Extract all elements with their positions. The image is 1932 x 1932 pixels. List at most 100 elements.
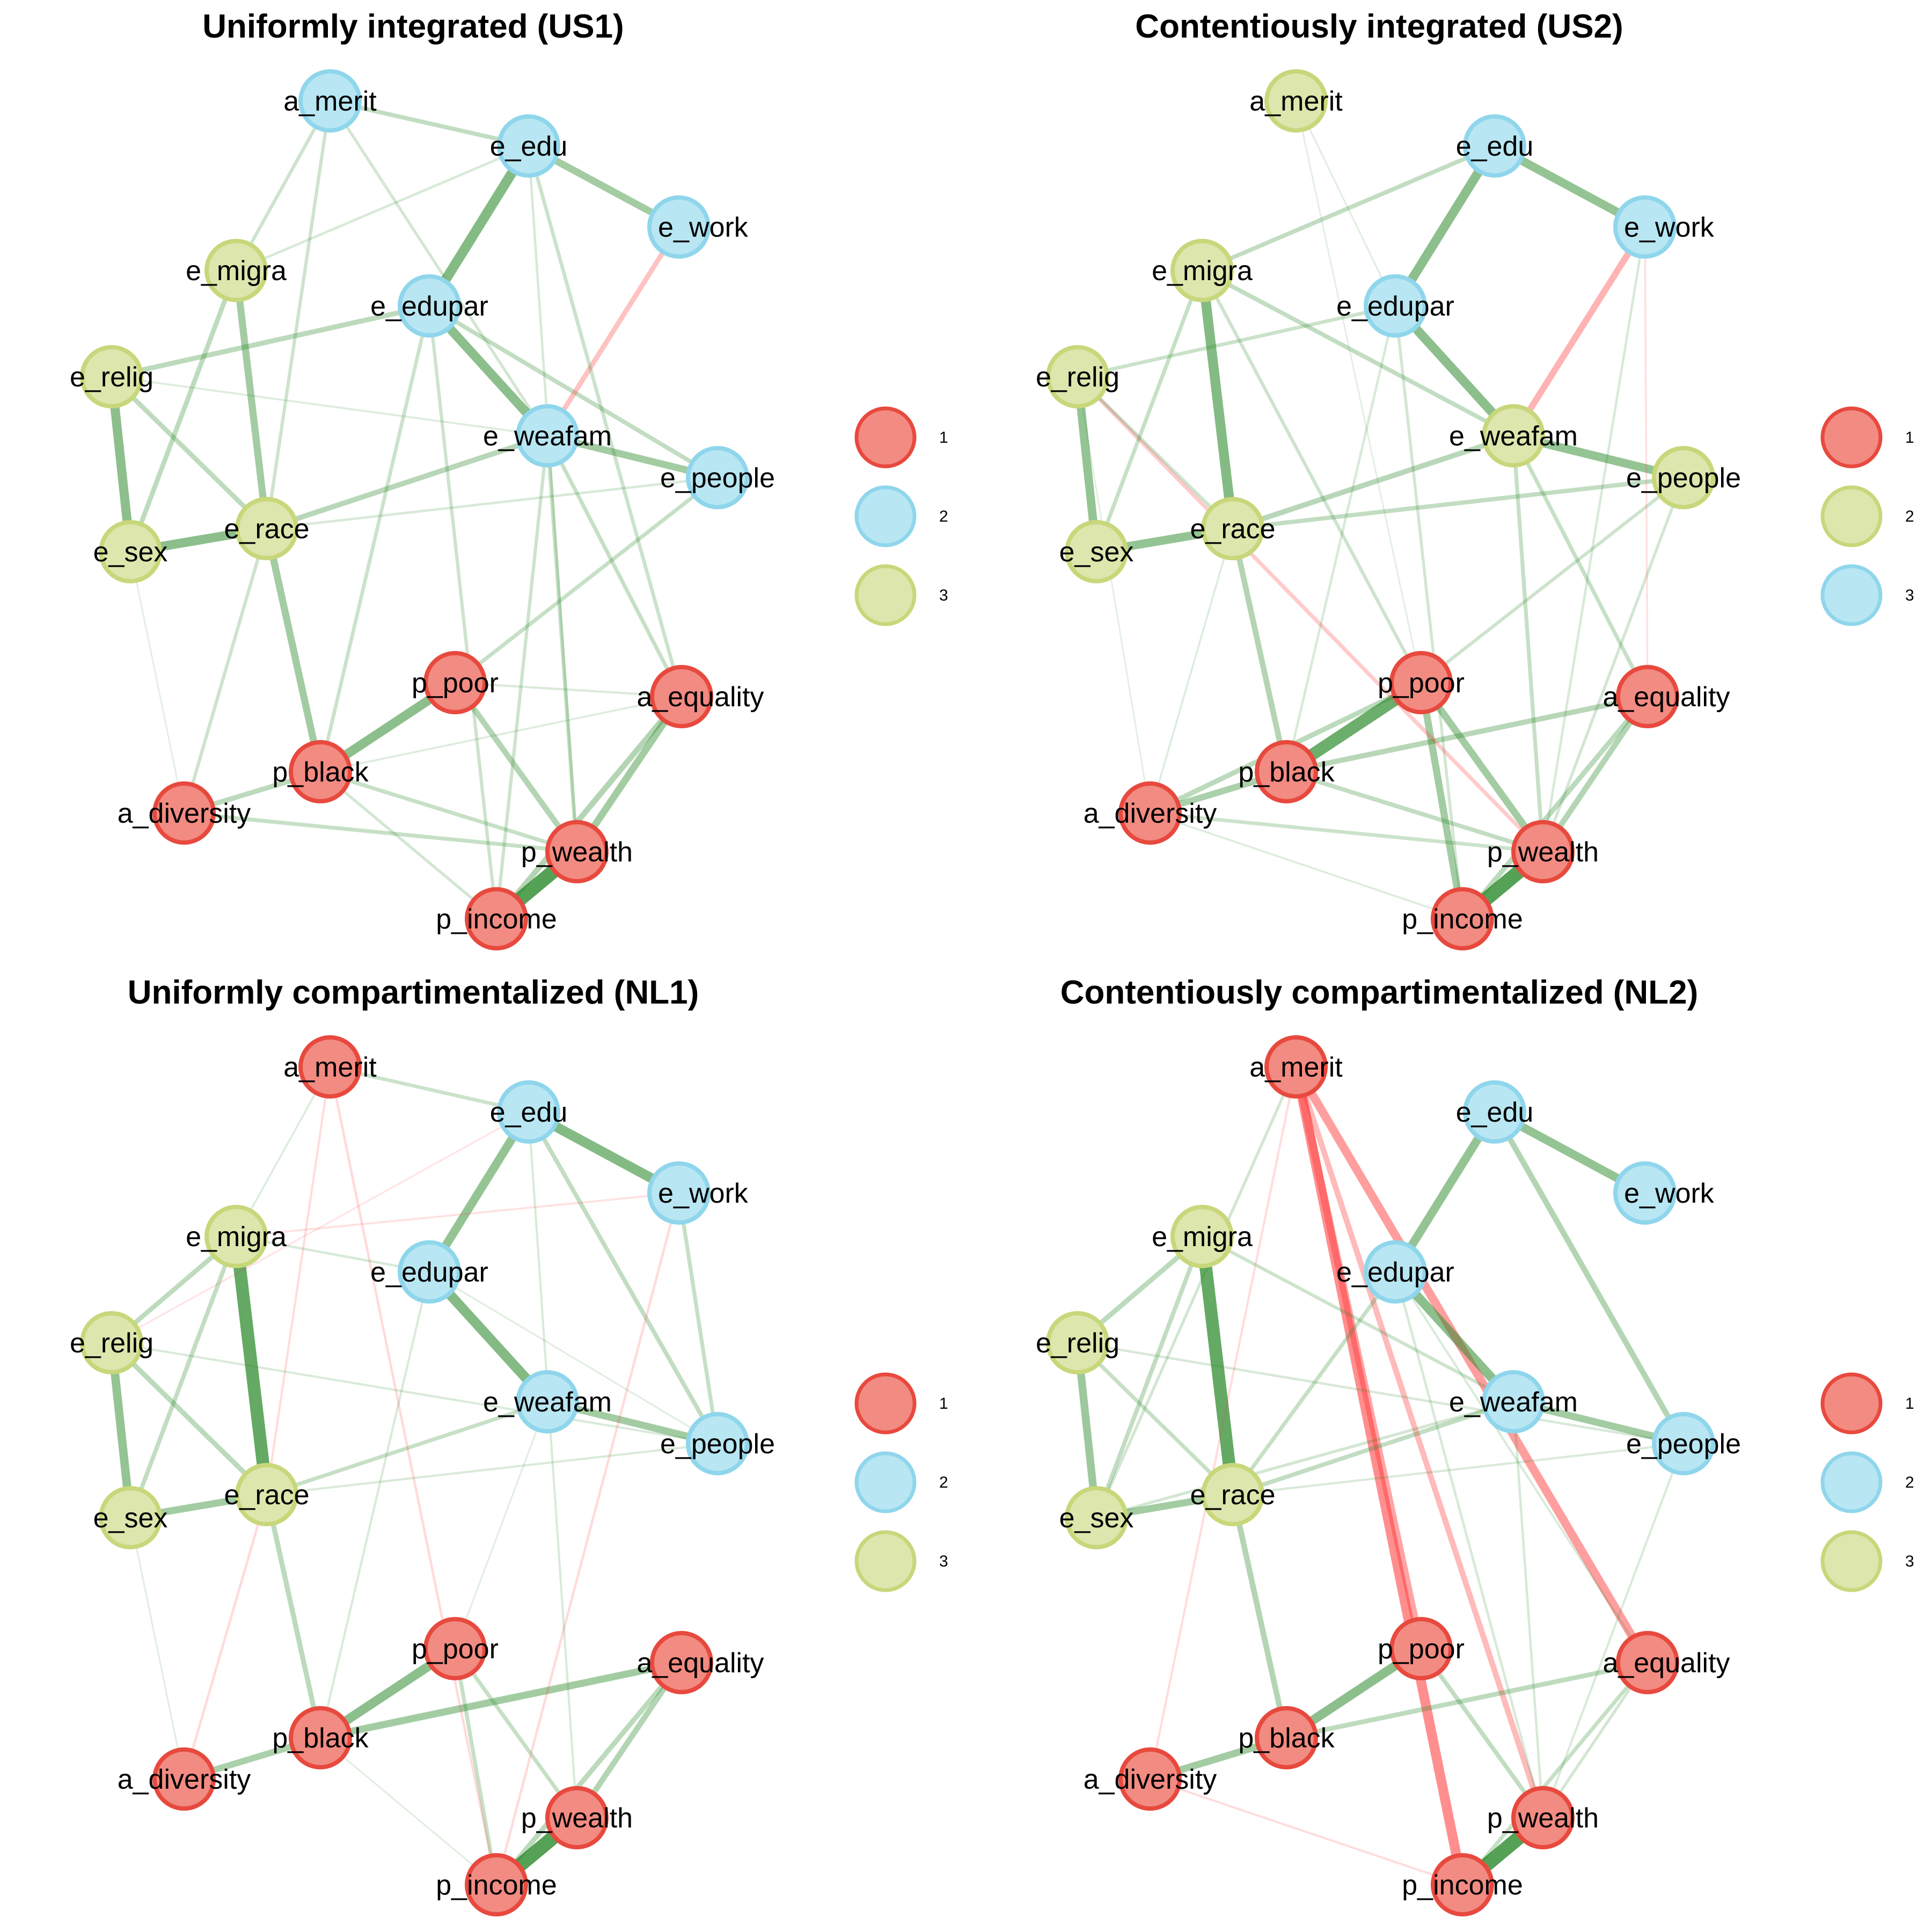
node-e-weafam: [516, 1370, 579, 1433]
edge-a_merit-a_diversity: [1148, 1066, 1298, 1780]
legend-swatch: [1820, 1451, 1883, 1513]
node-label-e-edupar: e_edupar: [370, 291, 488, 322]
edge-e_race-p_black: [1230, 528, 1290, 773]
edge-e_people-p_wealth: [1542, 1443, 1685, 1818]
node-label-e-migra: e_migra: [186, 255, 287, 287]
edge-a_merit-e_migra: [235, 1066, 331, 1237]
node-label-e-edupar: e_edupar: [370, 1257, 488, 1288]
node-e-people: [686, 446, 749, 509]
edge-e_race-e_weafam: [266, 433, 548, 531]
edge-e_relig-e_race: [1076, 375, 1234, 530]
legend-label: 1: [939, 429, 948, 447]
node-label-e-weafam: e_weafam: [483, 1387, 612, 1418]
legend-label: 1: [1905, 429, 1914, 447]
node-e-migra: [1170, 239, 1234, 302]
edge-e_work-p_wealth: [1541, 226, 1646, 852]
edge-e_migra-e_sex: [128, 1235, 238, 1519]
edge-p_black-p_wealth: [1285, 770, 1544, 854]
edge-p_poor-p_wealth: [453, 1647, 579, 1819]
legend-label: 3: [1905, 1553, 1914, 1570]
node-p-poor: [423, 651, 487, 714]
node-label-p-income: p_income: [436, 904, 557, 935]
node-label-e-edu: e_edu: [490, 1097, 568, 1128]
node-label-p-poor: p_poor: [1378, 1634, 1465, 1665]
node-label-e-work: e_work: [658, 212, 749, 243]
node-label-e-race: e_race: [1190, 1480, 1276, 1511]
edge-e_relig-e_race: [109, 375, 269, 531]
node-p-poor: [423, 1617, 487, 1680]
node-e-edupar: [1364, 274, 1427, 338]
node-e-edu: [1463, 1080, 1526, 1144]
node-label-p-income: p_income: [1402, 904, 1523, 935]
legend-swatch: [854, 1451, 917, 1513]
edge-e_work-e_weafam: [545, 225, 681, 437]
node-p-wealth: [1511, 820, 1575, 883]
legend: 1 2 3: [1820, 1372, 1914, 1592]
legend-swatch: [1820, 406, 1883, 469]
legend-swatch: [1820, 485, 1883, 547]
edge-group: [1073, 1064, 1686, 1891]
edge-e_edu-a_equality: [526, 145, 684, 697]
edge-a_diversity-p_income: [1150, 1778, 1463, 1886]
edge-e_race-p_black: [263, 528, 324, 773]
edge-e_race-e_weafam: [1232, 1400, 1514, 1497]
legend-label: 3: [939, 587, 948, 604]
edge-e_work-p_income: [495, 1192, 680, 1885]
node-group: a_merit e_edu e_work e_migra e_edupar e_relig…: [1036, 69, 1741, 950]
node-p-income: [1431, 1853, 1494, 1916]
edge-e_weafam-p_income: [494, 435, 550, 919]
edge-e_work-e_weafam: [1510, 225, 1648, 438]
edge-a_merit-p_poor: [1292, 1066, 1425, 1650]
node-label-p-poor: p_poor: [1378, 668, 1465, 699]
node-e-work: [647, 1161, 711, 1225]
node-p-black: [1255, 1706, 1318, 1769]
node-p-wealth: [545, 1786, 609, 1849]
edge-e_race-a_diversity: [182, 528, 268, 814]
edge-e_weafam-p_wealth: [545, 435, 579, 852]
node-a-equality: [1616, 1631, 1679, 1694]
node-e-sex: [1065, 520, 1128, 583]
node-label-p-income: p_income: [1402, 1870, 1523, 1901]
node-a-diversity: [1118, 1747, 1182, 1811]
edge-a_merit-e_migra: [235, 100, 332, 272]
node-e-migra: [204, 239, 268, 302]
node-p-income: [465, 887, 528, 950]
node-p-black: [289, 1706, 352, 1769]
node-e-work: [1613, 1161, 1677, 1225]
node-a-merit: [1264, 1035, 1328, 1099]
node-label-p-black: p_black: [1238, 1723, 1335, 1754]
edge-a_merit-p_income: [1291, 1066, 1468, 1886]
edge-p_poor-p_income: [453, 1648, 499, 1885]
edge-e_migra-e_edu: [236, 144, 529, 272]
edge-e_relig-a_diversity: [1077, 376, 1151, 814]
legend: 1 2 3: [854, 406, 948, 626]
edge-p_black-p_income: [319, 770, 497, 920]
legend-swatch: [1820, 564, 1883, 626]
node-label-a-equality: a_equality: [636, 682, 764, 713]
node-e-edupar: [398, 274, 461, 338]
node-label-e-migra: e_migra: [1152, 1221, 1253, 1253]
edge-a_merit-e_edu: [330, 99, 529, 148]
node-a-diversity: [152, 781, 216, 845]
node-e-relig: [1046, 345, 1109, 408]
edge-p_black-a_equality: [319, 1659, 683, 1741]
edge-e_relig-e_weafam: [111, 376, 548, 437]
edge-e_sex-e_weafam: [1096, 1400, 1514, 1519]
node-e-relig: [80, 1311, 143, 1374]
node-e-relig: [1046, 1311, 1109, 1374]
edge-e_weafam-p_wealth: [1511, 435, 1545, 852]
node-label-e-weafam: e_weafam: [1449, 421, 1578, 452]
node-label-e-people: e_people: [1626, 1429, 1741, 1460]
edge-e_migra-e_edupar: [236, 1235, 430, 1274]
edge-p_poor-e_people: [453, 476, 719, 684]
node-a-equality: [650, 665, 713, 728]
edge-e_migra-e_work: [236, 1192, 679, 1238]
edge-e_migra-p_poor: [1201, 269, 1423, 684]
node-label-a-diversity: a_diversity: [1084, 1764, 1217, 1795]
edge-e_edupar-p_black: [319, 1271, 430, 1738]
node-label-e-work: e_work: [658, 1178, 749, 1209]
edge-e_race-e_weafam: [1232, 433, 1514, 531]
node-label-e-sex: e_sex: [93, 1503, 168, 1534]
edge-a_merit-e_edu: [330, 1065, 529, 1114]
